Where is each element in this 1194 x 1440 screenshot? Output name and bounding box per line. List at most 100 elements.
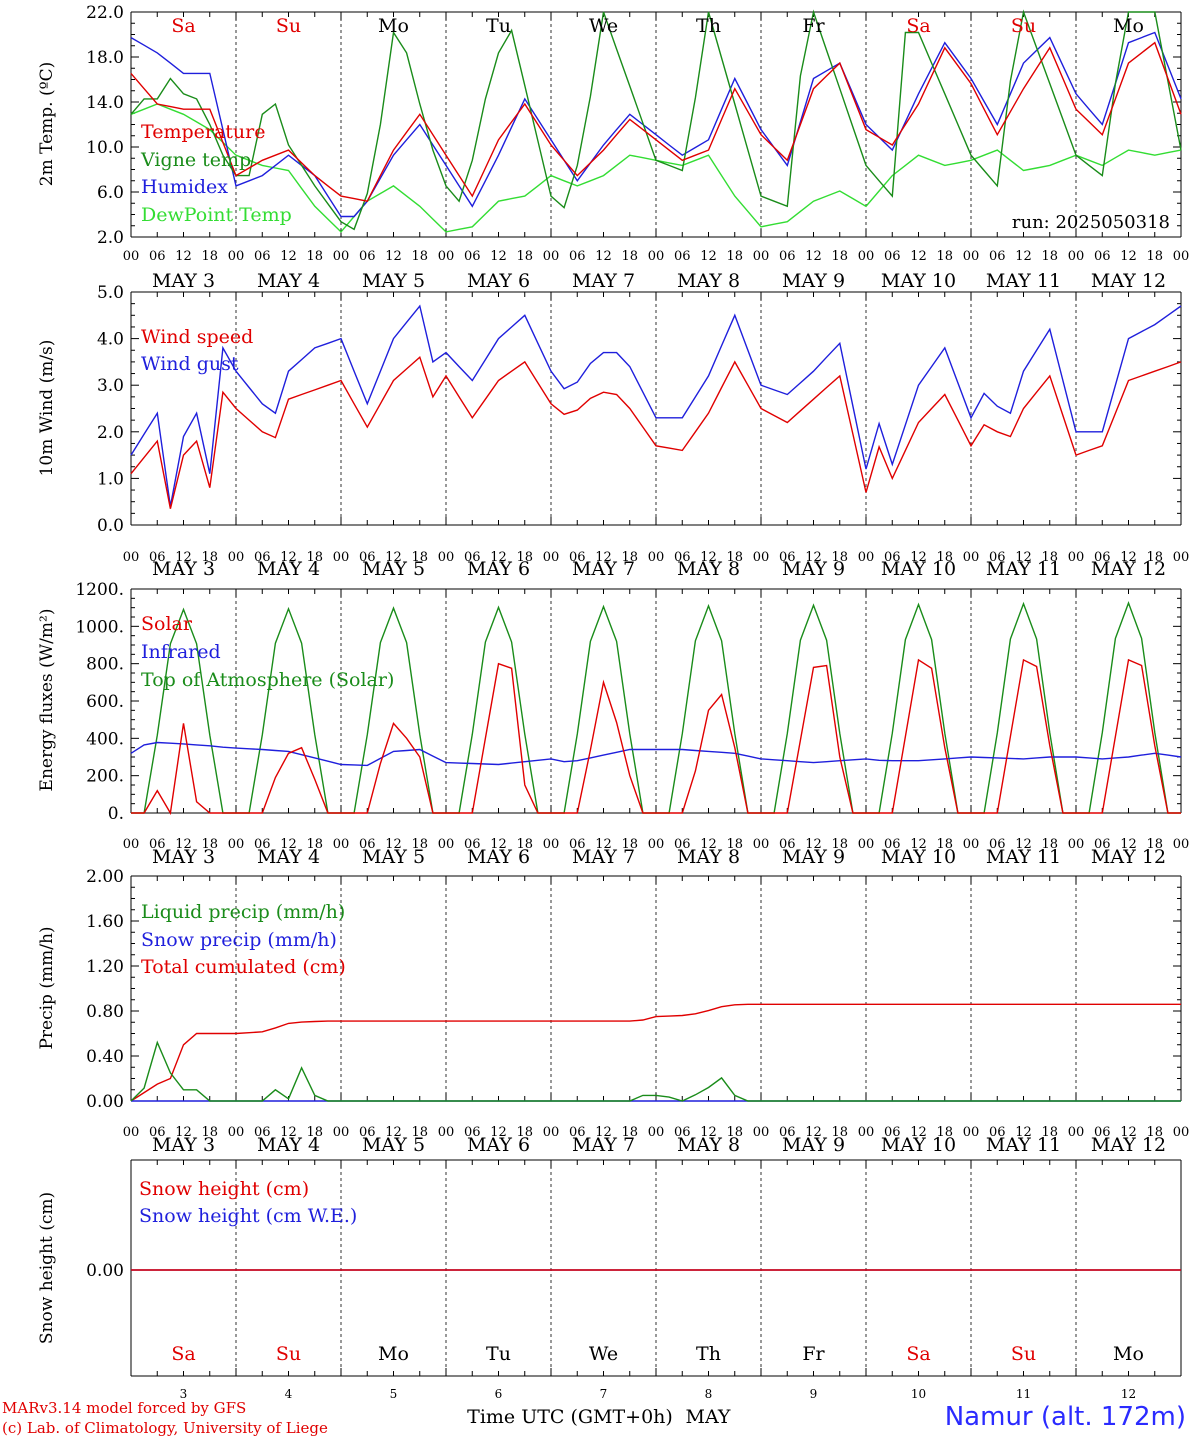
panel-wind-date-label: MAY 11 — [986, 558, 1061, 580]
panel-energy-ytick-label: 0. — [108, 804, 124, 824]
panel-energy-hour-label: 00 — [543, 837, 560, 852]
panel-temperature-weekday-label: Sa — [906, 15, 930, 37]
panel-energy-date-label: MAY 7 — [572, 846, 635, 868]
panel-temperature-date-label: MAY 3 — [152, 270, 215, 292]
panel-precip-ytick-label: 0.00 — [86, 1092, 124, 1112]
panel-temperature-hour-label: 06 — [989, 249, 1006, 264]
panel-snow-weekday-label: Th — [696, 1343, 721, 1365]
panel-temperature-date-label: MAY 5 — [362, 270, 425, 292]
panel-wind-line-wind-gust — [130, 304, 1182, 507]
panel-wind-hour-label: 00 — [543, 550, 560, 565]
panel-temperature-hour-label: 18 — [831, 249, 848, 264]
day-number-label: 8 — [705, 1387, 713, 1401]
panel-precip-hour-label: 12 — [910, 1125, 927, 1140]
panel-precip-ytick-label: 0.80 — [86, 1002, 124, 1022]
panel-snow-weekday-label: Tu — [486, 1343, 511, 1365]
panel-temperature-hour-label: 12 — [595, 249, 612, 264]
panel-precip-hour-label: 18 — [201, 1125, 218, 1140]
panel-energy-hour-label: 12 — [910, 837, 927, 852]
panel-wind-legend-wind-speed: Wind speed — [141, 326, 253, 348]
panel-energy-hour-label: 18 — [1041, 837, 1058, 852]
panel-wind-hour-label: 18 — [516, 550, 533, 565]
panel-wind-ytick-label: 1.0 — [97, 469, 124, 489]
panel-wind-ytick-label: 0.0 — [97, 516, 124, 536]
panel-precip-hour-label: 00 — [228, 1125, 245, 1140]
panel-wind-line-wind-speed — [130, 355, 1182, 509]
panel-wind-hour-label: 12 — [385, 550, 402, 565]
panel-precip-date-label: MAY 12 — [1091, 1134, 1166, 1156]
panel-energy-hour-label: 18 — [306, 837, 323, 852]
panel-temperature-date-label: MAY 9 — [782, 270, 845, 292]
panel-temperature-line-humidex — [130, 31, 1182, 218]
panel-energy-hour-label: 18 — [726, 837, 743, 852]
panel-precip-hour-label: 06 — [569, 1125, 586, 1140]
time-axis-month: MAY — [686, 1406, 731, 1428]
panel-precip-ytick-label: 2.00 — [86, 867, 124, 887]
panel-precip-hour-label: 06 — [149, 1125, 166, 1140]
panel-precip-hour-label: 06 — [674, 1125, 691, 1140]
panel-wind-hour-label: 12 — [805, 550, 822, 565]
panel-temperature-date-label: MAY 11 — [986, 270, 1061, 292]
panel-energy-date-label: MAY 10 — [881, 846, 956, 868]
day-number-label: 11 — [1016, 1387, 1031, 1401]
panel-temperature-hour-label: 18 — [726, 249, 743, 264]
panel-temperature-hour-label: 18 — [306, 249, 323, 264]
panel-precip-legend-total-cumulated-cm: Total cumulated (cm) — [141, 956, 346, 978]
panel-energy-hour-label: 12 — [1015, 837, 1032, 852]
panel-energy-line-solar — [131, 658, 1181, 816]
panel-temperature-date-label: MAY 8 — [677, 270, 740, 292]
panel-temperature-hour-label: 06 — [779, 249, 796, 264]
panel-precip-hour-label: 00 — [963, 1125, 980, 1140]
panel-temperature-date-label: MAY 7 — [572, 270, 635, 292]
panel-energy-hour-label: 00 — [648, 837, 665, 852]
panel-precip-hour-label: 18 — [831, 1125, 848, 1140]
panel-snow-weekday-label: Sa — [906, 1343, 930, 1365]
panel-temperature-ytick-label: 10.0 — [86, 138, 124, 158]
panel-precip-date-label: MAY 9 — [782, 1134, 845, 1156]
panel-precip-hour-label: 00 — [333, 1125, 350, 1140]
panel-wind-hour-label: 18 — [621, 550, 638, 565]
panel-precip-date-label: MAY 3 — [152, 1134, 215, 1156]
panel-wind-hour-label: 00 — [438, 550, 455, 565]
panel-wind-hour-label: 00 — [228, 550, 245, 565]
panel-temperature-hour-label: 06 — [149, 249, 166, 264]
panel-wind-hour-label: 06 — [779, 550, 796, 565]
panel-energy-ytick-label: 1200. — [75, 580, 124, 600]
panel-precip-date-label: MAY 5 — [362, 1134, 425, 1156]
panel-precip-hour-label: 00 — [648, 1125, 665, 1140]
panel-temperature-date-label: MAY 6 — [467, 270, 530, 292]
panel-temperature-hour-label: 00 — [1068, 249, 1085, 264]
panel-wind-hour-label: 18 — [1146, 550, 1163, 565]
panel-snow-legend-snow-height-cm: Snow height (cm) — [139, 1178, 309, 1200]
panel-temperature-hour-label: 00 — [438, 249, 455, 264]
panel-energy-date-label: MAY 12 — [1091, 846, 1166, 868]
panel-wind-date-label: MAY 12 — [1091, 558, 1166, 580]
panel-precip-hour-label: 12 — [1015, 1125, 1032, 1140]
panel-temperature-hour-label: 06 — [569, 249, 586, 264]
panel-precip-date-label: MAY 7 — [572, 1134, 635, 1156]
panel-snow-weekday-label: Mo — [378, 1343, 409, 1365]
panel-temperature-date-label: MAY 4 — [257, 270, 320, 292]
panel-energy-legend-infrared: Infrared — [141, 641, 221, 663]
panel-temperature-ylabel: 2m Temp. (ºC) — [37, 62, 57, 187]
panel-temperature-hour-label: 00 — [333, 249, 350, 264]
panel-precip-hour-label: 06 — [779, 1125, 796, 1140]
panel-temperature-legend-temperature: Temperature — [141, 121, 265, 143]
panel-wind-hour-label: 18 — [831, 550, 848, 565]
panel-wind-hour-label: 00 — [858, 550, 875, 565]
panel-energy-hour-label: 06 — [674, 837, 691, 852]
panel-snow-weekday-label: Mo — [1113, 1343, 1144, 1365]
panel-energy-date-label: MAY 6 — [467, 846, 530, 868]
panel-temperature-legend-dewpoint-temp: DewPoint Temp — [141, 204, 292, 226]
panel-wind-hour-label: 12 — [1120, 550, 1137, 565]
panel-energy-ylabel: Energy fluxes (W/m²) — [37, 609, 57, 792]
panel-wind-date-label: MAY 4 — [257, 558, 320, 580]
panel-energy-date-label: MAY 3 — [152, 846, 215, 868]
panel-wind-hour-label: 00 — [753, 550, 770, 565]
panel-temperature-hour-label: 06 — [884, 249, 901, 264]
panel-wind-date-label: MAY 8 — [677, 558, 740, 580]
day-number-label: 10 — [911, 1387, 926, 1401]
panel-precip-hour-label: 12 — [805, 1125, 822, 1140]
panel-temperature-weekday-label: Th — [696, 15, 721, 37]
panel-temperature-hour-label: 12 — [175, 249, 192, 264]
